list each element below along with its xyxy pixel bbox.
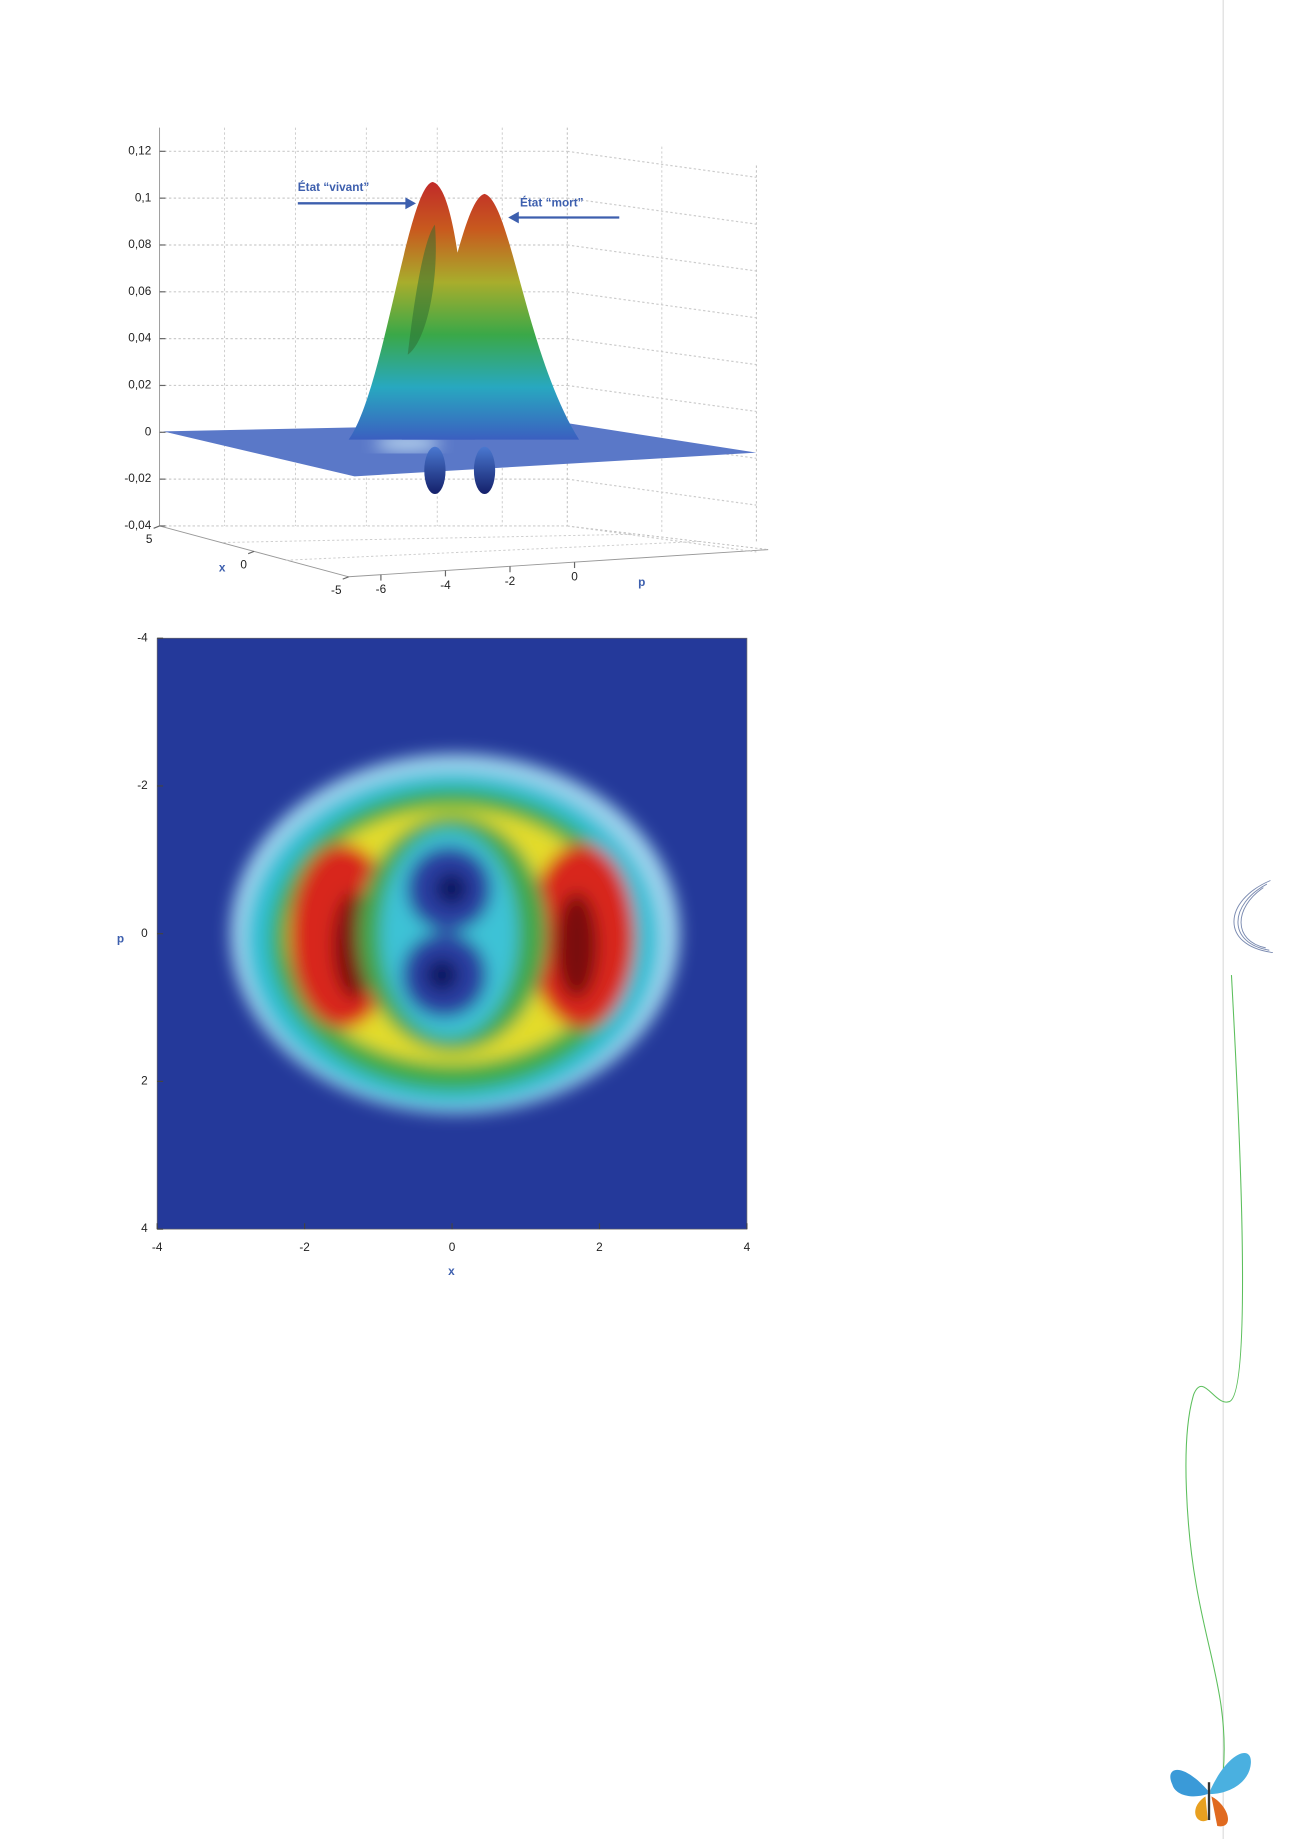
peak-shadow: [407, 224, 436, 355]
x-tick-label: 0: [449, 1240, 456, 1254]
z-tick-label: 0,04: [128, 331, 151, 345]
crescent-stroke: [1237, 883, 1270, 951]
grid-line: [567, 244, 757, 272]
heatmap-field: [230, 754, 680, 1114]
surface: [163, 182, 757, 495]
p-tick-label: -6: [376, 582, 387, 596]
tick-mark: [247, 550, 255, 555]
surface-dip: [424, 446, 446, 495]
surface-dip: [473, 446, 496, 495]
wing: [1170, 1769, 1208, 1797]
p-tick-label: 0: [571, 570, 578, 584]
grid-line: [567, 197, 757, 225]
crescent-stroke: [1240, 887, 1266, 949]
frame-edge: [567, 525, 769, 551]
grid-line: [567, 291, 757, 319]
z-tick-label: 0: [145, 424, 152, 438]
grid-line: [567, 478, 757, 506]
grid-line: [567, 338, 757, 366]
floor-grid-line: [285, 540, 703, 561]
annotation-arrowhead: [405, 197, 416, 210]
crescent-stroke: [1233, 880, 1273, 954]
y-tick-label: 0: [141, 926, 148, 940]
z-tick-label: 0,12: [128, 143, 151, 157]
x-tick-label: 2: [596, 1240, 603, 1254]
x-tick-label: -2: [299, 1240, 310, 1254]
annotation: État “mort”: [520, 195, 584, 209]
heatmap: [157, 638, 747, 1230]
peak-dead: [401, 193, 580, 440]
y-tick-label: -4: [137, 630, 148, 644]
floor-grid-line: [223, 533, 635, 543]
x-tick-label: 5: [146, 532, 153, 546]
butterfly: [1170, 1753, 1251, 1827]
wing: [1195, 1796, 1208, 1822]
annotation-arrowhead: [508, 211, 519, 224]
well-core: [434, 872, 468, 906]
surface-grid: [159, 150, 757, 553]
p-tick-label: -2: [505, 574, 516, 588]
z-tick-label: -0,02: [124, 471, 151, 485]
y-tick-label: 4: [141, 1221, 148, 1235]
p-axis: [348, 549, 769, 578]
annotation: État “vivant”: [298, 180, 370, 194]
y-tick-label: 2: [141, 1074, 148, 1088]
z-tick-label: 0,08: [128, 237, 151, 251]
x-axis-label: x: [219, 561, 226, 575]
x-tick-label: 4: [744, 1240, 751, 1254]
x-axis-label: x: [448, 1264, 455, 1278]
z-tick-label: 0,1: [135, 190, 151, 204]
grid-line: [567, 150, 757, 178]
x-tick-label: 0: [240, 558, 247, 572]
x-tick-label: -5: [331, 583, 342, 597]
y-axis-label: p: [117, 932, 124, 946]
grid-line: [567, 384, 757, 413]
z-tick-label: 0,06: [128, 284, 151, 298]
p-tick-label: -4: [440, 578, 451, 592]
p-axis-label: p: [638, 575, 645, 589]
z-tick-label: 0,02: [128, 378, 151, 392]
wing: [1211, 1796, 1228, 1827]
y-tick-label: -2: [137, 778, 148, 792]
z-tick-label: -0,04: [124, 518, 151, 532]
grid-line: [567, 525, 757, 553]
vine: [1185, 975, 1244, 1773]
tick-mark: [342, 576, 349, 580]
base-plane: [163, 423, 757, 477]
tick-mark: [153, 525, 160, 529]
lobe-core: [555, 892, 598, 999]
wing: [1210, 1753, 1251, 1795]
crescent: [1233, 880, 1273, 954]
x-tick-label: -4: [152, 1240, 163, 1254]
well-core: [425, 958, 459, 992]
